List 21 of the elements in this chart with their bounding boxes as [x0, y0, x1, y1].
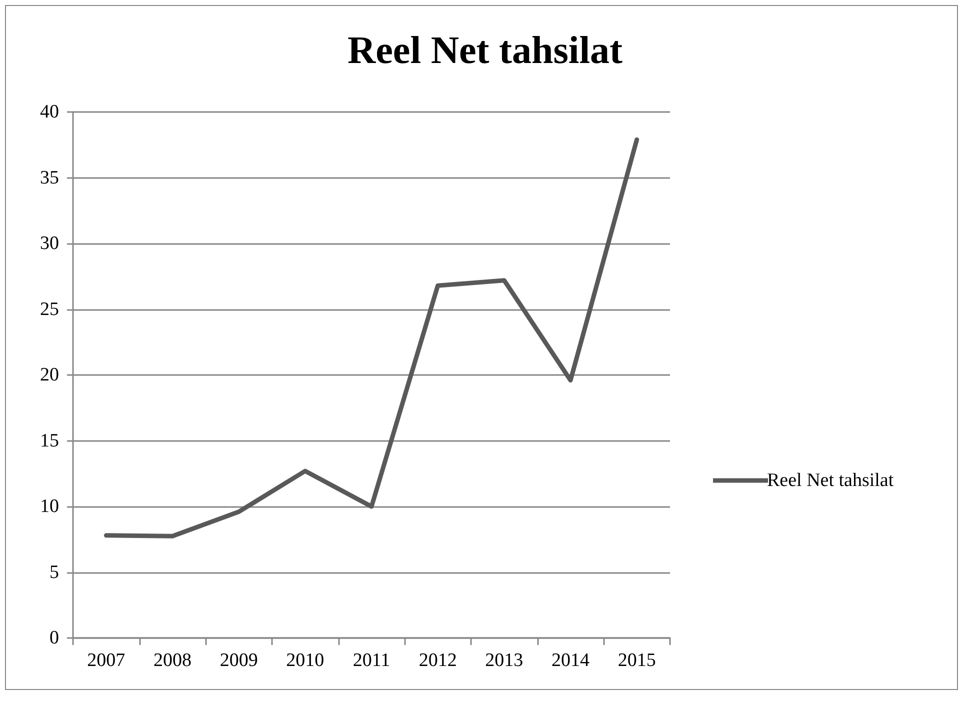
y-tick-label: 0 [50, 628, 59, 648]
y-tick-label: 10 [40, 496, 59, 517]
y-tick-label: 5 [50, 562, 59, 583]
x-tick-label: 2011 [352, 650, 390, 671]
chart-title: Reel Net tahsilat [347, 29, 623, 72]
y-tick-label: 35 [40, 167, 59, 188]
x-tick-label: 2014 [552, 650, 590, 671]
x-tick-label: 2013 [485, 650, 524, 671]
x-tick-label: 2009 [220, 650, 258, 671]
x-tick-label: 2010 [286, 650, 324, 671]
x-tick-label: 2007 [87, 650, 126, 671]
y-tick-label: 40 [40, 102, 59, 122]
x-tick-label: 2012 [418, 650, 457, 671]
x-tick-label: 2008 [154, 650, 192, 671]
y-tick-label: 30 [40, 233, 59, 254]
y-tick-label: 25 [40, 298, 59, 320]
line-series [104, 137, 640, 538]
x-tick-label: 2015 [618, 650, 656, 671]
y-tick-label: 20 [40, 364, 59, 386]
legend-label: Reel Net tahsilat [767, 470, 894, 491]
y-tick-label: 15 [40, 430, 59, 452]
